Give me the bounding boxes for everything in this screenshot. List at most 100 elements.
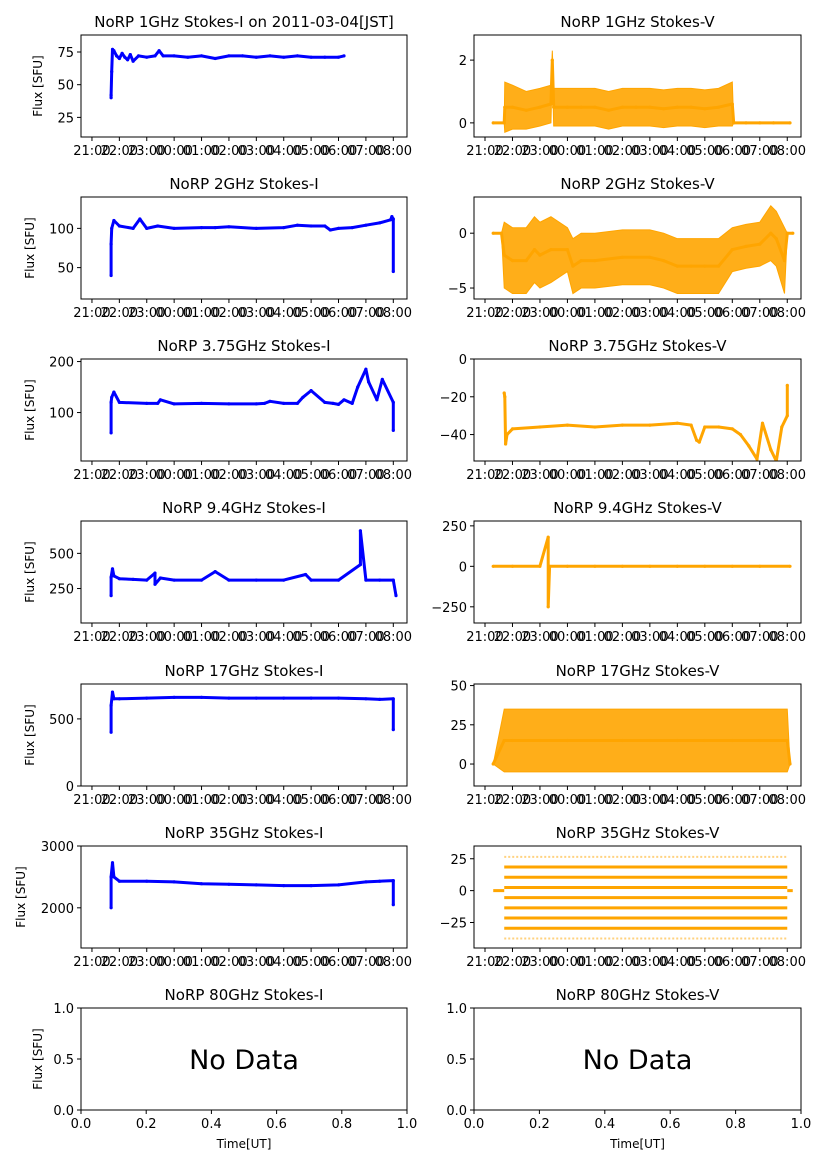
data-point (364, 367, 368, 371)
x-tick-label: 03:00 (238, 468, 275, 483)
data-point (491, 564, 495, 568)
data-point (115, 54, 119, 58)
data-point (689, 105, 693, 109)
data-point (282, 578, 286, 582)
subplot-80GHz-V: No Data 0.0 0.2 0.4 0.6 0.8 1.0 0.0 0.5 1.0 NoRP 8… (446, 986, 811, 1151)
subplot-title: NoRP 9.4GHz Stokes-I (162, 499, 326, 517)
data-point (648, 564, 652, 568)
data-point (227, 882, 231, 886)
subplot-title: NoRP 35GHz Stokes-V (556, 824, 721, 842)
data-point (391, 428, 395, 432)
x-tick-label: 04:00 (659, 793, 696, 808)
x-tick-label: 00:00 (549, 306, 586, 321)
x-tick-label: 02:00 (604, 630, 641, 645)
x-tick-label: 22:00 (101, 144, 138, 159)
x-tick-label: 06:00 (714, 468, 751, 483)
x-tick-label: 21:00 (466, 306, 503, 321)
x-tick-label: 03:00 (631, 306, 668, 321)
x-tick-label: 04:00 (659, 630, 696, 645)
data-point (738, 433, 743, 437)
data-point (110, 70, 114, 74)
data-point (730, 427, 734, 431)
data-point (703, 564, 707, 568)
data-point (760, 421, 765, 425)
data-point (549, 248, 553, 252)
y-tick-label: 0.0 (53, 1104, 74, 1119)
x-tick-label: 05:00 (292, 630, 329, 645)
data-point (675, 738, 679, 743)
data-point (350, 226, 354, 230)
data-point (524, 108, 528, 112)
y-tick-label: 50 (57, 79, 74, 94)
data-point (309, 55, 313, 59)
x-tick-label: 22:00 (494, 955, 531, 970)
axes-frame (80, 520, 408, 624)
data-point (785, 414, 789, 418)
subplot-9.4GHz-V: 21:0022:0023:0000:0001:0002:0003:0004:00… (431, 499, 806, 645)
data-point (153, 582, 157, 586)
axes-frame (473, 683, 802, 787)
subplot-2GHz-V: 21:0022:0023:0000:0001:0002:0003:0004:00… (448, 175, 806, 321)
x-tick-label: 08:00 (769, 630, 806, 645)
plot-area (491, 204, 795, 295)
x-tick-label: 07:00 (741, 955, 778, 970)
data-point (503, 105, 507, 109)
x-tick-label: 0.0 (464, 1117, 485, 1132)
data-point (309, 884, 313, 888)
no-data-label: No Data (583, 1045, 693, 1076)
y-axis-label: Flux [SFU] (31, 1028, 45, 1089)
x-tick-label: 05:00 (686, 306, 723, 321)
x-tick-label: 0.6 (266, 1117, 287, 1132)
x-tick-label: 07:00 (741, 793, 778, 808)
subplot-80GHz-I: No Data 0.0 0.2 0.4 0.6 0.8 1.0 0.0 0.5 1.0 NoRP 8… (31, 986, 417, 1151)
axes-frame (80, 196, 408, 300)
data-point (546, 535, 550, 539)
data-point (199, 882, 204, 886)
plot-area (491, 708, 792, 773)
y-tick-label: 25 (450, 853, 467, 868)
data-point (364, 697, 368, 701)
x-tick-label: 05:00 (686, 793, 723, 808)
x-tick-label: 00:00 (155, 306, 192, 321)
data-point (110, 226, 114, 230)
data-point (769, 231, 773, 235)
data-point (378, 879, 382, 883)
x-tick-label: 01:00 (183, 144, 220, 159)
data-point (254, 883, 258, 887)
y-axis-label: Flux [SFU] (23, 541, 37, 602)
data-point (328, 228, 332, 232)
y-tick-label: −25 (440, 917, 467, 932)
x-tick-label: 00:00 (549, 468, 586, 483)
x-tick-label: 04:00 (659, 144, 696, 159)
data-point (675, 264, 679, 268)
data-point (391, 879, 395, 883)
data-point (126, 58, 130, 62)
data-point (717, 264, 721, 268)
data-point (282, 401, 286, 405)
data-point (254, 696, 258, 700)
data-point (145, 401, 149, 405)
data-point (648, 423, 652, 427)
x-tick-label: 00:00 (155, 793, 192, 808)
y-tick-label: 1.0 (446, 1002, 467, 1017)
x-tick-label: 07:00 (347, 306, 384, 321)
x-tick-label: 02:00 (210, 955, 247, 970)
data-point (593, 259, 597, 263)
x-tick-label: 0.6 (660, 1117, 681, 1132)
data-point (110, 567, 115, 571)
data-point (380, 377, 384, 381)
x-tick-label: 01:00 (576, 144, 613, 159)
series-line-Stokes-I (109, 529, 398, 596)
x-tick-label: 08:00 (375, 144, 412, 159)
x-tick-label: 23:00 (521, 630, 558, 645)
x-tick-label: 0.0 (71, 1117, 92, 1132)
x-tick-label: 06:00 (320, 630, 357, 645)
data-point (117, 577, 121, 581)
x-tick-label: 01:00 (576, 468, 613, 483)
y-tick-label: 500 (49, 713, 74, 728)
x-tick-label: 21:00 (466, 468, 503, 483)
data-point (504, 442, 508, 446)
data-point (548, 564, 552, 568)
data-point (295, 54, 299, 58)
subplot-title: NoRP 35GHz Stokes-I (165, 824, 324, 842)
